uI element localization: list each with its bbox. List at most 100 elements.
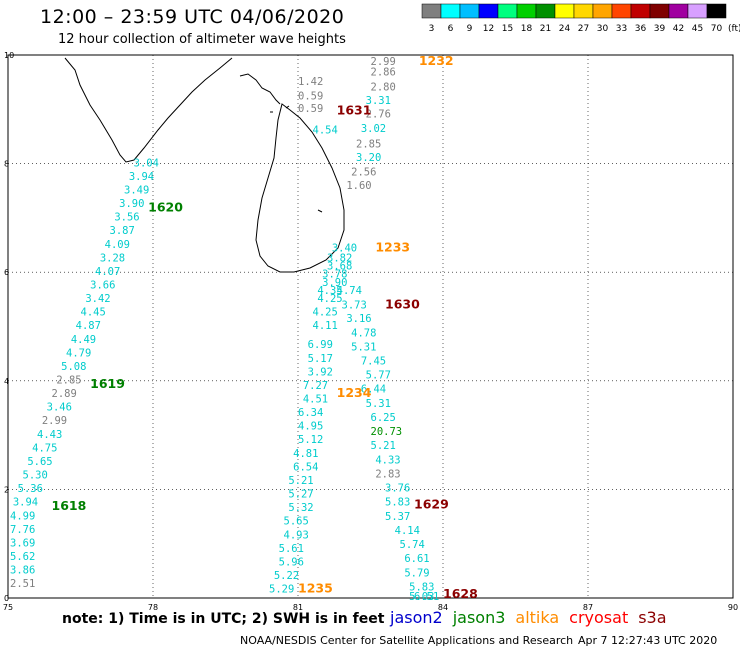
- wave-height-value: 5.21: [371, 440, 396, 452]
- legend-jason2: jason2: [390, 608, 443, 627]
- wave-height-value: 5.21: [288, 475, 313, 487]
- y-tick-label: 0: [4, 594, 9, 603]
- wave-height-value: 5.79: [404, 567, 429, 579]
- india-coastline: [64, 57, 233, 163]
- scale-swatch: [668, 3, 689, 19]
- wave-height-value: 3.76: [385, 483, 410, 495]
- wave-height-value: 4.95: [298, 421, 323, 433]
- scale-label: 30: [597, 24, 609, 34]
- y-tick-label: 4: [4, 377, 9, 386]
- wave-height-value: 3.02: [361, 123, 386, 135]
- wave-height-value: 5.03: [409, 591, 434, 603]
- scale-label: 36: [635, 24, 647, 34]
- scale-label: 18: [521, 24, 533, 34]
- wave-height-value: 6.54: [293, 461, 318, 473]
- scale-swatch: [573, 3, 594, 19]
- wave-height-value: 2.76: [366, 108, 391, 120]
- wave-height-value: 4.51: [303, 394, 328, 406]
- satellite-legend: jason2 jason3 altika cryosat s3a: [390, 608, 677, 627]
- wave-height-value: 5.77: [366, 370, 391, 382]
- wave-height-value: 2.51: [10, 578, 35, 590]
- x-tick-label: 81: [293, 603, 303, 612]
- wave-height-value: 5.08: [61, 361, 86, 373]
- pass-id-label: 1235: [298, 581, 333, 596]
- wave-height-value: 5.36: [18, 483, 43, 495]
- grid-lines: [7, 54, 734, 599]
- x-tick-label: 78: [148, 603, 158, 612]
- y-tick-label: 8: [4, 160, 9, 169]
- scale-swatch: [630, 3, 651, 19]
- wave-height-value: 2.99: [371, 56, 396, 68]
- scale-swatch: [535, 3, 556, 19]
- y-tick-label: 2: [4, 485, 9, 494]
- scale-unit: (ft): [728, 24, 740, 34]
- wave-height-marks: 1.420.590.594.542.992.862.803.312.763.02…: [10, 56, 439, 603]
- wave-height-value: 7.76: [10, 524, 35, 536]
- scale-label: 24: [559, 24, 571, 34]
- scale-swatch: [592, 3, 613, 19]
- wave-height-value: 5.96: [279, 556, 304, 568]
- chart-subtitle: 12 hour collection of altimeter wave hei…: [58, 32, 346, 47]
- wave-height-value: 7.45: [361, 356, 386, 368]
- wave-height-value: 3.66: [90, 279, 115, 291]
- wave-height-value: 3.87: [110, 225, 135, 237]
- scale-label: 3: [429, 24, 435, 34]
- wave-height-value: 4.75: [32, 442, 57, 454]
- wave-height-value: 4.74: [337, 285, 362, 297]
- wave-height-value: 6.99: [308, 339, 333, 351]
- wave-height-value: 2.80: [371, 81, 396, 93]
- scale-swatch: [649, 3, 670, 19]
- wave-height-value: 5.31: [366, 398, 391, 410]
- y-tick-label: 10: [4, 51, 14, 60]
- wave-height-value: 20.73: [371, 426, 403, 438]
- scale-swatch: [687, 3, 708, 19]
- wave-height-value: 5.61: [279, 543, 304, 555]
- wave-height-value: 3.94: [129, 171, 154, 183]
- wave-height-value: 4.79: [66, 347, 91, 359]
- wave-height-value: 4.43: [37, 429, 62, 441]
- wave-height-value: 4.87: [76, 320, 101, 332]
- wave-height-value: 3.04: [134, 157, 159, 169]
- wave-height-value: 5.74: [400, 539, 425, 551]
- wave-height-value: 4.45: [81, 307, 106, 319]
- wave-height-value: 5.83: [385, 497, 410, 509]
- wave-height-value: 3.46: [47, 402, 72, 414]
- wave-height-value: 4.93: [284, 529, 309, 541]
- pass-id-label: 1631: [337, 103, 372, 118]
- scale-label: 70: [711, 24, 723, 34]
- scale-swatch: [478, 3, 499, 19]
- wave-height-value: 5.65: [284, 516, 309, 528]
- scale-swatch: [459, 3, 480, 19]
- pass-labels: 1232 1631 1620 1233 1630 1619 1234 1618 1629 1235…: [52, 53, 478, 601]
- island-dots: [270, 105, 323, 213]
- scale-label: 45: [692, 24, 703, 34]
- wave-height-value: 3.82: [327, 252, 352, 264]
- credit-text: NOAA/NESDIS Center for Satellite Applica…: [240, 634, 574, 647]
- wave-height-value: 2.99: [42, 415, 67, 427]
- wave-height-value: 0.59: [298, 103, 323, 115]
- wave-height-value: 2.56: [351, 167, 376, 179]
- wave-height-value: 3.92: [308, 366, 333, 378]
- wave-height-value: 2.86: [371, 67, 396, 79]
- wave-height-value: 2.85: [356, 138, 381, 150]
- wave-height-value: 4.14: [395, 525, 420, 537]
- wave-height-value: 4.33: [375, 454, 400, 466]
- wave-height-value: 3.69: [10, 537, 35, 549]
- wave-height-value: 3.90: [322, 277, 347, 289]
- wave-height-value: 1.60: [346, 180, 371, 192]
- wave-height-value: 3.94: [13, 497, 38, 509]
- scale-label: 39: [654, 24, 666, 34]
- wave-height-value: 3.78: [322, 269, 347, 281]
- wave-height-value: 6.61: [404, 553, 429, 565]
- scale-swatch: [440, 3, 461, 19]
- legend-s3a: s3a: [638, 608, 667, 627]
- x-tick-label: 75: [3, 603, 13, 612]
- footer-note: note: 1) Time is in UTC; 2) SWH is in fe…: [62, 611, 385, 627]
- pass-id-label: 1628: [443, 586, 478, 601]
- pass-id-label: 1619: [90, 376, 125, 391]
- scale-swatch: [554, 3, 575, 19]
- pass-id-label: 1629: [414, 496, 449, 511]
- scale-swatch: [421, 3, 442, 19]
